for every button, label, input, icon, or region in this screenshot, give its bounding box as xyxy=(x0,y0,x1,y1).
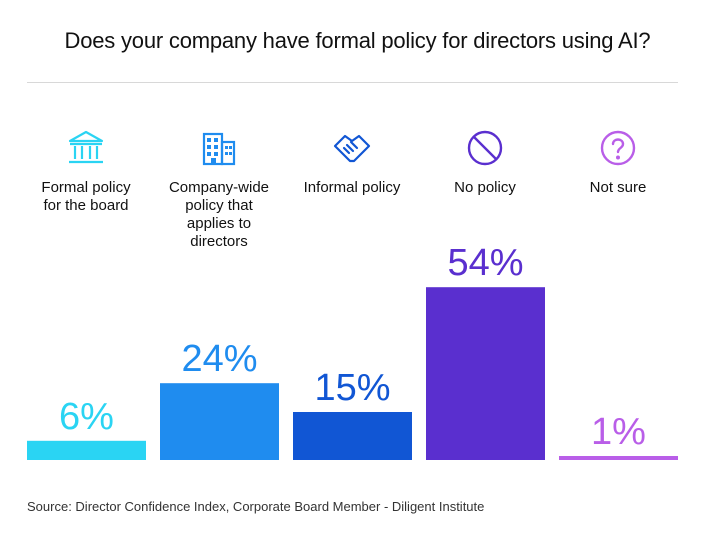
bar xyxy=(293,412,412,460)
prohibited-icon xyxy=(465,128,505,168)
handshake-icon xyxy=(332,128,372,168)
category-label: Formal policy for the board xyxy=(21,179,151,215)
source-note: Source: Director Confidence Index, Corpo… xyxy=(27,499,485,514)
bar xyxy=(160,383,279,460)
chart-title: Does your company have formal policy for… xyxy=(64,28,651,53)
category-label-line: policy that xyxy=(185,197,253,214)
bank-icon xyxy=(66,128,106,168)
category-label: No policy xyxy=(420,179,550,197)
category-label-line: applies to xyxy=(186,215,252,232)
category-label: Company-wide policy that applies to dire… xyxy=(154,179,284,251)
category-label-line: for the board xyxy=(43,197,129,214)
bar-value-label: 1% xyxy=(591,411,646,453)
category-label: Not sure xyxy=(553,179,683,197)
bar-value-label: 54% xyxy=(447,242,523,284)
category-label-line: Company-wide xyxy=(168,179,270,196)
category-label-line: No policy xyxy=(454,179,516,196)
bar xyxy=(559,456,678,460)
title-divider xyxy=(27,82,678,83)
category-label-line: Formal policy xyxy=(41,179,131,196)
bar-value-label: 6% xyxy=(59,396,114,438)
category-label-line: Informal policy xyxy=(303,179,401,196)
building-icon xyxy=(199,128,239,168)
bar-value-label: 24% xyxy=(181,338,257,380)
bar-value-label: 15% xyxy=(314,367,390,409)
question-icon xyxy=(598,128,638,168)
category-label-line: directors xyxy=(190,233,248,250)
category-label: Informal policy xyxy=(287,179,417,197)
bar xyxy=(27,440,146,460)
category-label-line: Not sure xyxy=(589,179,647,196)
bar xyxy=(426,287,545,460)
